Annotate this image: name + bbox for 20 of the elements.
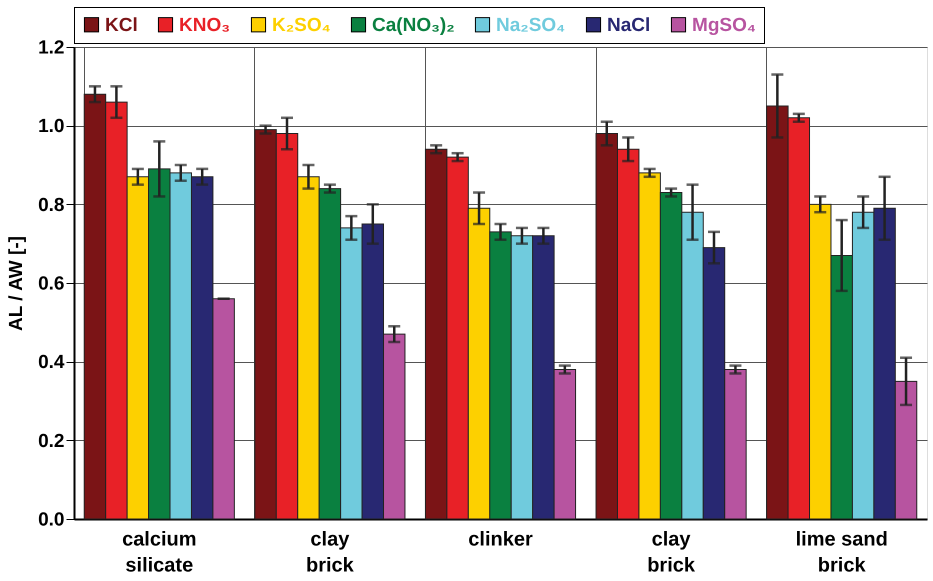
legend-label: NaCl [607, 14, 650, 36]
x-tick-label: clay brick [306, 528, 355, 576]
x-tick-label: calcium silicate [122, 528, 197, 576]
y-tick-label: 0.0 [38, 510, 64, 530]
y-tick-label: 0.4 [38, 352, 65, 374]
legend-label: MgSO₄ [692, 14, 756, 36]
legend-label: Ca(NO₃)₂ [372, 14, 455, 36]
legend-label: KCl [105, 14, 138, 36]
y-tick-label: 0.6 [38, 274, 64, 294]
y-tick-label: 0.2 [38, 430, 64, 452]
legend-label: Na₂SO₄ [496, 14, 566, 36]
legend-label: KNO₃ [179, 14, 230, 36]
y-tick-label: 0.8 [38, 194, 64, 216]
legend-label: K₂SO₄ [272, 14, 331, 36]
y-tick-label: 1.0 [38, 116, 64, 138]
x-tick-label: lime sand brick [796, 528, 888, 576]
y-tick-label: 1.2 [38, 38, 64, 58]
x-tick-label: clinker [468, 528, 533, 550]
y-axis-title: AL / AW [-] [6, 236, 28, 331]
x-tick-label: clay brick [647, 528, 696, 576]
